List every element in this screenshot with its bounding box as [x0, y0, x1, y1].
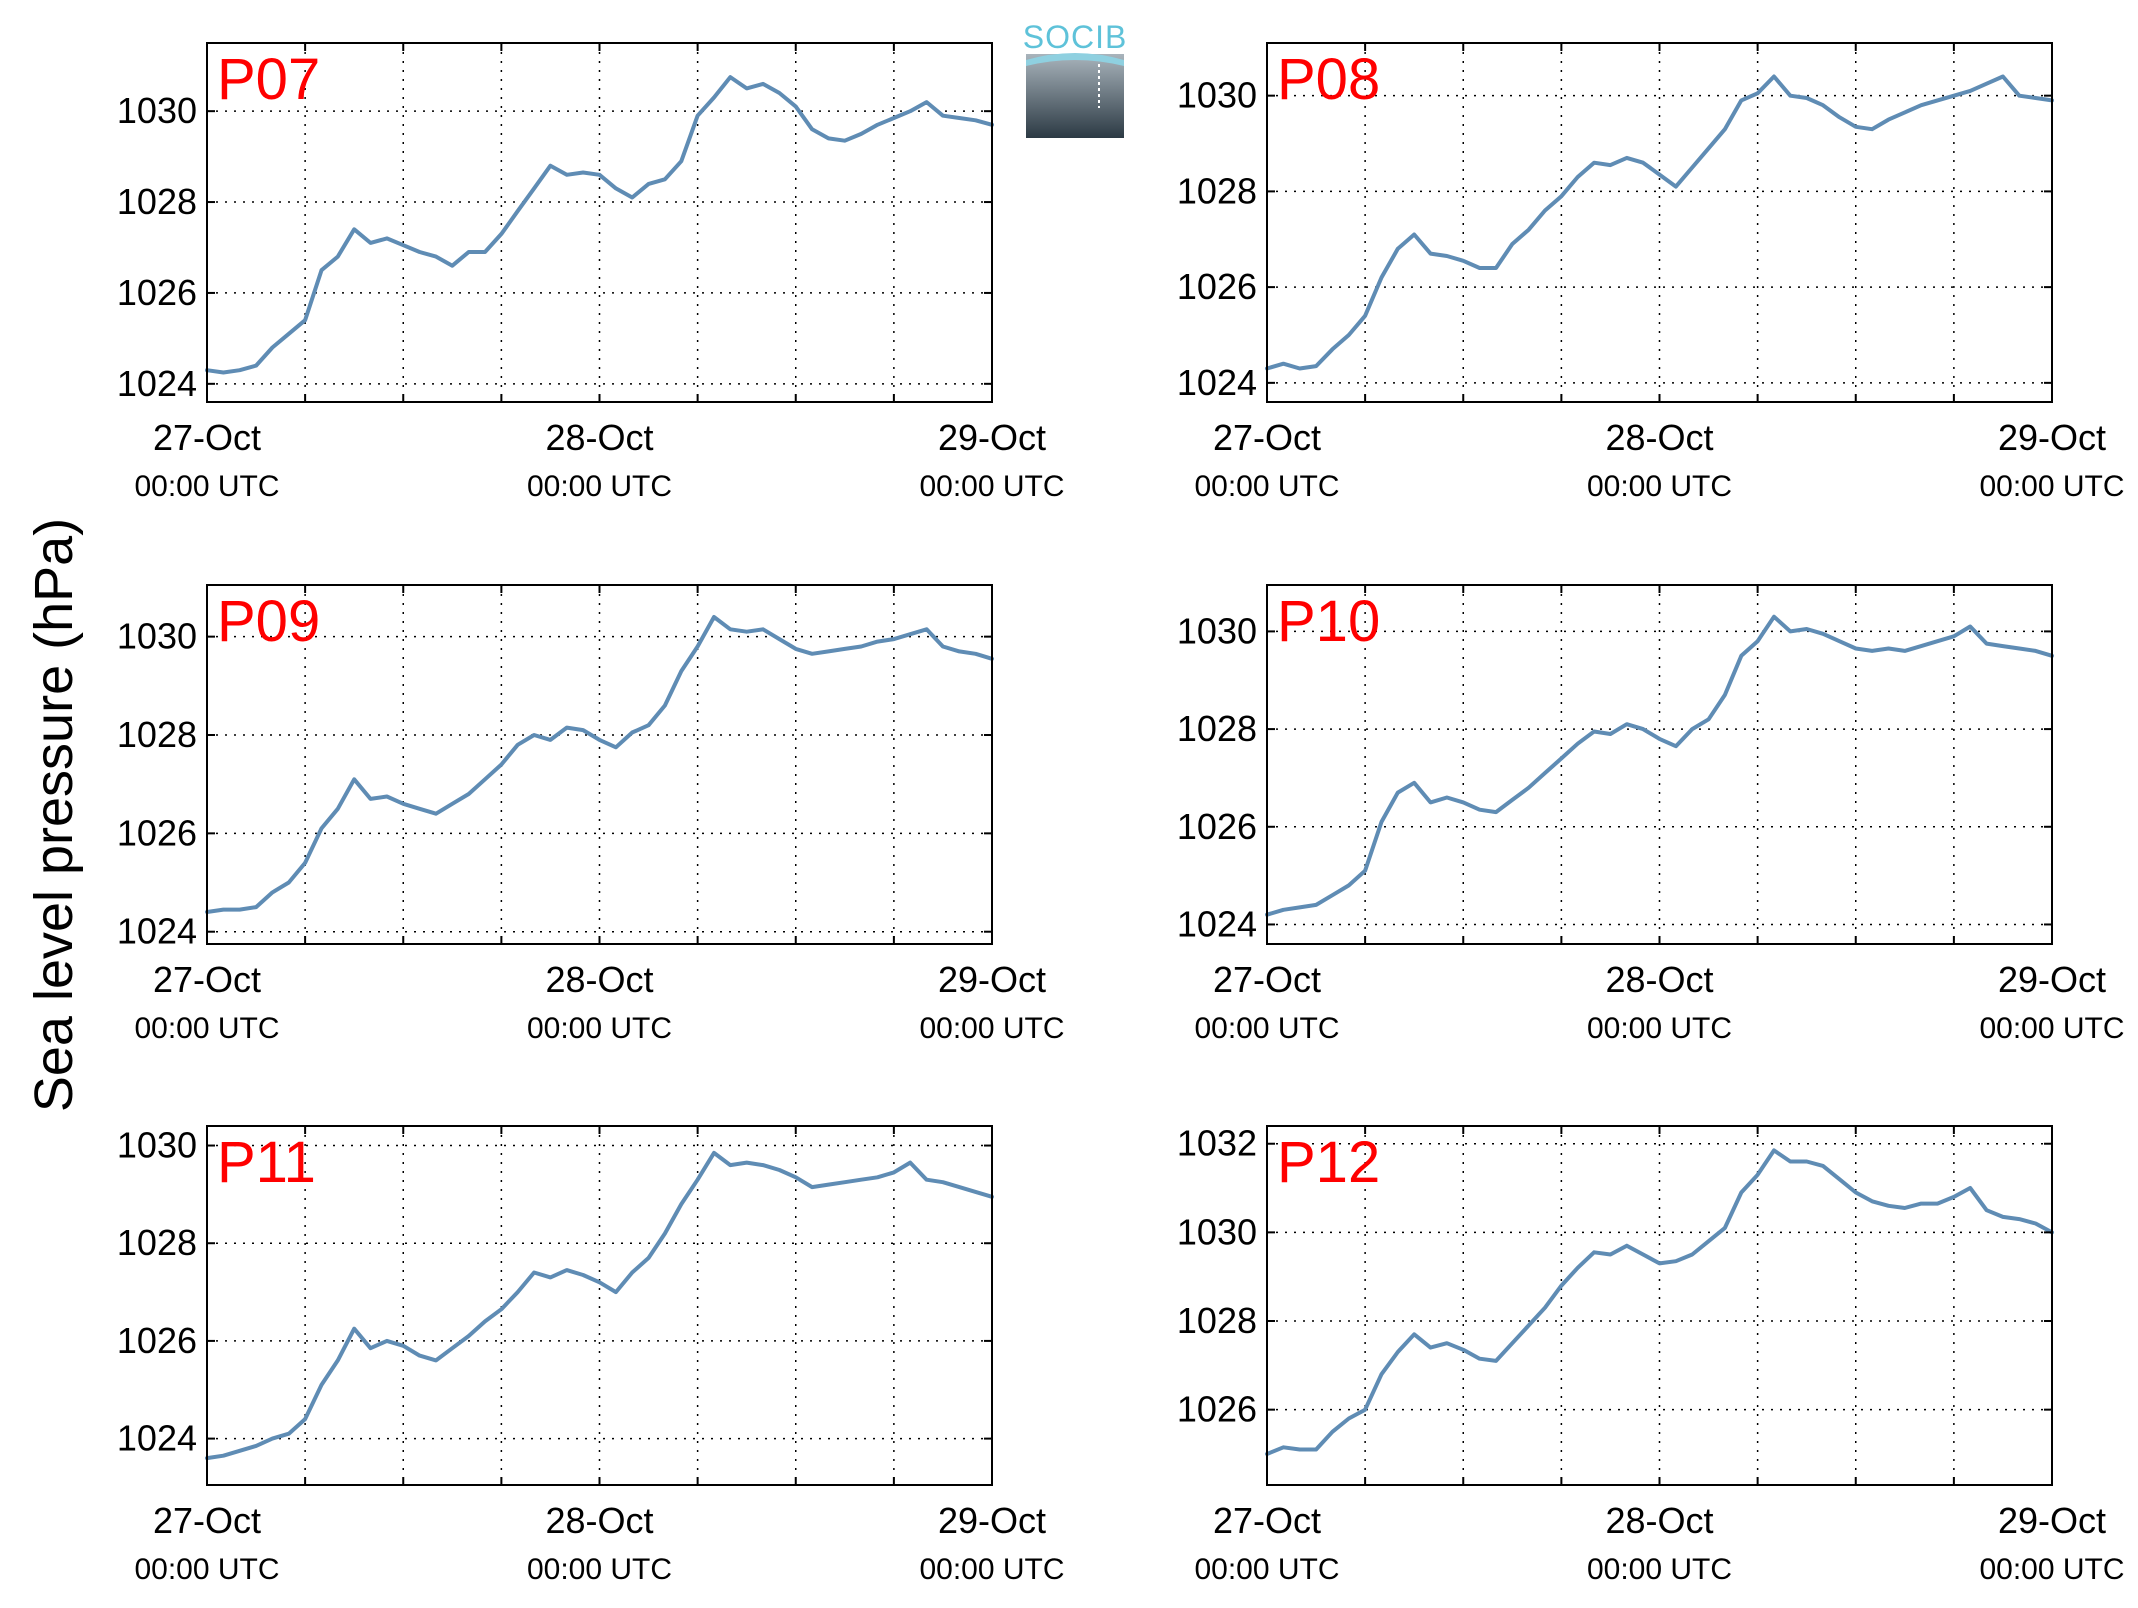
- y-tick-label: 1028: [117, 181, 197, 222]
- x-tick-sublabel: 00:00 UTC: [919, 1012, 1064, 1045]
- x-tick-sublabel: 00:00 UTC: [1979, 1553, 2124, 1586]
- series-line: [1265, 1148, 2054, 1456]
- panel-title: P10: [1277, 589, 1380, 654]
- y-tick-label: 1028: [117, 1222, 197, 1263]
- figure-ylabel: Sea level pressure (hPa): [24, 518, 84, 1112]
- series-line: [1265, 614, 2054, 917]
- x-tick-label: 27-Oct: [1213, 417, 1321, 458]
- x-tick-label: 28-Oct: [545, 1500, 653, 1541]
- panel-title: P11: [217, 1130, 316, 1195]
- x-tick-sublabel: 00:00 UTC: [1194, 1553, 1339, 1586]
- series-line: [205, 1150, 994, 1461]
- logo-text: SOCIB: [1023, 19, 1128, 55]
- x-tick-label: 29-Oct: [938, 959, 1046, 1000]
- x-tick-label: 27-Oct: [1213, 959, 1321, 1000]
- y-tick-label: 1026: [117, 272, 197, 313]
- y-tick-label: 1024: [117, 363, 197, 404]
- chart-panel-p07: 1024 1026 1028 1030 27-Oct 00:00 UTC 28-Oct 00:…: [117, 42, 1065, 503]
- y-tick-label: 1024: [117, 1418, 197, 1459]
- x-tick-label: 29-Oct: [1998, 417, 2106, 458]
- panel-title: P12: [1277, 1130, 1380, 1195]
- y-tick-label: 1026: [1177, 266, 1257, 307]
- chart-panel-p08: 1024 1026 1028 1030 27-Oct 00:00 UTC 28-Oct 00:…: [1177, 42, 2125, 503]
- y-tick-label: 1024: [1177, 362, 1257, 403]
- x-tick-sublabel: 00:00 UTC: [1587, 470, 1732, 503]
- series-line: [205, 75, 994, 375]
- y-tick-label: 1026: [1177, 806, 1257, 847]
- y-tick-label: 1028: [1177, 170, 1257, 211]
- x-tick-label: 29-Oct: [938, 1500, 1046, 1541]
- x-tick-label: 29-Oct: [1998, 959, 2106, 1000]
- x-tick-sublabel: 00:00 UTC: [527, 1553, 672, 1586]
- y-tick-label: 1028: [117, 714, 197, 755]
- y-tick-label: 1030: [1177, 610, 1257, 651]
- panel-title: P08: [1277, 47, 1380, 112]
- y-tick-label: 1030: [117, 90, 197, 131]
- chart-panel-p12: 1026 1028 1030 1032 27-Oct 00:00 UTC 28-Oct 00:…: [1177, 1123, 2125, 1586]
- y-tick-label: 1030: [1177, 1211, 1257, 1252]
- x-tick-label: 28-Oct: [545, 959, 653, 1000]
- socib-logo: SOCIB: [1023, 19, 1128, 138]
- x-tick-label: 28-Oct: [1605, 417, 1713, 458]
- x-tick-label: 28-Oct: [545, 417, 653, 458]
- x-tick-label: 27-Oct: [153, 959, 261, 1000]
- chart-panel-p11: 1024 1026 1028 1030 27-Oct 00:00 UTC 28-Oct 00:…: [117, 1125, 1065, 1586]
- x-tick-label: 28-Oct: [1605, 1500, 1713, 1541]
- x-tick-label: 27-Oct: [153, 417, 261, 458]
- x-tick-sublabel: 00:00 UTC: [134, 1012, 279, 1045]
- y-tick-label: 1030: [117, 1125, 197, 1166]
- axes-frame: [206, 42, 993, 403]
- axes-frame: [206, 1125, 993, 1486]
- x-tick-label: 27-Oct: [153, 1500, 261, 1541]
- chart-panel-p10: 1024 1026 1028 1030 27-Oct 00:00 UTC 28-Oct 00:…: [1177, 584, 2125, 1045]
- axes-frame: [206, 584, 993, 945]
- y-tick-label: 1028: [1177, 708, 1257, 749]
- y-tick-label: 1026: [1177, 1389, 1257, 1430]
- y-tick-label: 1026: [117, 1320, 197, 1361]
- axes-frame: [1266, 1125, 2053, 1486]
- x-tick-label: 28-Oct: [1605, 959, 1713, 1000]
- axes-frame: [1266, 42, 2053, 403]
- y-tick-label: 1026: [117, 812, 197, 853]
- x-tick-sublabel: 00:00 UTC: [1194, 470, 1339, 503]
- y-tick-label: 1030: [1177, 75, 1257, 116]
- axes-frame: [1266, 584, 2053, 945]
- x-tick-sublabel: 00:00 UTC: [527, 1012, 672, 1045]
- y-tick-label: 1030: [117, 616, 197, 657]
- x-tick-label: 27-Oct: [1213, 1500, 1321, 1541]
- x-tick-sublabel: 00:00 UTC: [919, 1553, 1064, 1586]
- series-line: [205, 615, 994, 914]
- y-tick-label: 1024: [117, 911, 197, 952]
- x-tick-sublabel: 00:00 UTC: [919, 470, 1064, 503]
- series-line: [1265, 74, 2054, 371]
- y-tick-label: 1032: [1177, 1123, 1257, 1164]
- x-tick-sublabel: 00:00 UTC: [1979, 1012, 2124, 1045]
- chart-panel-p09: 1024 1026 1028 1030 27-Oct 00:00 UTC 28-Oct 00:…: [117, 584, 1065, 1045]
- y-tick-label: 1028: [1177, 1300, 1257, 1341]
- x-tick-sublabel: 00:00 UTC: [1587, 1012, 1732, 1045]
- x-tick-sublabel: 00:00 UTC: [1194, 1012, 1339, 1045]
- x-tick-sublabel: 00:00 UTC: [134, 470, 279, 503]
- x-tick-sublabel: 00:00 UTC: [1979, 470, 2124, 503]
- panel-title: P07: [217, 47, 320, 112]
- x-tick-label: 29-Oct: [938, 417, 1046, 458]
- x-tick-sublabel: 00:00 UTC: [134, 1553, 279, 1586]
- y-tick-label: 1024: [1177, 903, 1257, 944]
- x-tick-sublabel: 00:00 UTC: [1587, 1553, 1732, 1586]
- x-tick-sublabel: 00:00 UTC: [527, 470, 672, 503]
- x-tick-label: 29-Oct: [1998, 1500, 2106, 1541]
- panel-title: P09: [217, 589, 320, 654]
